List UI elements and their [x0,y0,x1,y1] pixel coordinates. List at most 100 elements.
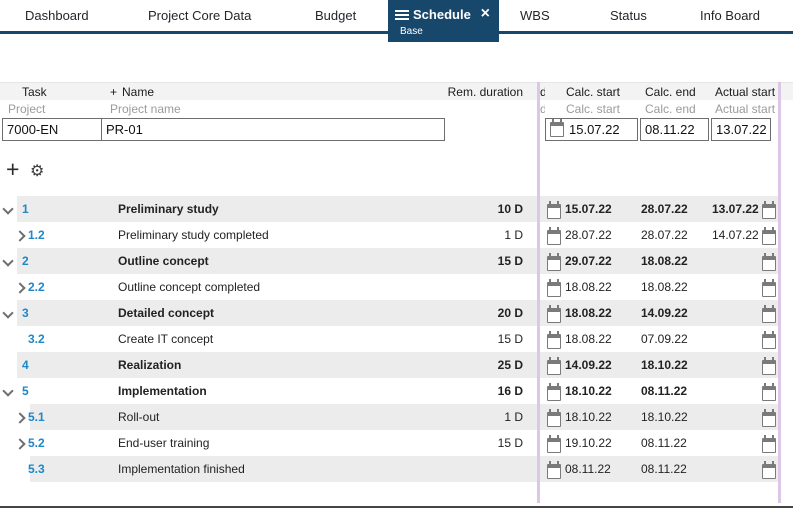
expander-icon[interactable] [14,412,26,424]
calendar-icon[interactable] [762,331,776,349]
task-calc-end: 28.07.22 [641,228,688,242]
calendar-icon[interactable] [762,253,776,271]
column-header-row: Task + Name Rem. duration d Calc. start … [0,82,793,101]
task-number: 5.1 [28,410,45,424]
column-clipped: d [540,85,545,99]
task-calc-start: 15.07.22 [565,202,612,216]
project-name-input[interactable]: PR-01 [101,118,445,141]
column-calc-end[interactable]: Calc. end [645,85,696,99]
task-row[interactable]: 3.2 Create IT concept 15 D 18.08.22 07.0… [0,326,793,352]
task-number: 5.2 [28,436,45,450]
calendar-icon[interactable] [547,409,561,427]
column-calc-start[interactable]: Calc. start [566,85,621,99]
calendar-icon[interactable] [762,435,776,453]
task-name: Realization [118,358,182,372]
task-row[interactable]: 1 Preliminary study 10 D 15.07.22 28.07.… [0,196,793,222]
subheader-calc-start: Calc. start [566,102,621,116]
column-task[interactable]: Task [22,85,47,99]
task-name: Implementation finished [118,462,245,476]
task-calc-end: 08.11.22 [641,384,688,398]
task-calc-start: 08.11.22 [565,462,611,476]
close-icon[interactable]: × [480,5,490,22]
calendar-icon[interactable] [762,409,776,427]
column-name[interactable]: Name [122,85,155,99]
settings-gear-icon[interactable]: ⚙ [30,163,45,180]
calendar-icon[interactable] [762,383,776,401]
task-row[interactable]: 5.2 End-user training 15 D 19.10.22 08.1… [0,430,793,456]
pane-splitter-right[interactable] [778,82,781,503]
calendar-icon[interactable] [547,253,561,271]
task-actual-start: 14.07.22 [712,228,759,242]
tab-status[interactable]: Status [610,8,647,23]
project-calc-end-input[interactable]: 08.11.22 [640,118,709,141]
calendar-icon[interactable] [762,357,776,375]
calendar-icon[interactable] [547,227,561,245]
tab-dashboard[interactable]: Dashboard [25,8,89,23]
expander-icon[interactable] [2,203,14,215]
task-row[interactable]: 1.2 Preliminary study completed 1 D 28.0… [0,222,793,248]
row-stripe [17,248,779,274]
task-rem-duration: 16 D [497,384,523,398]
calendar-icon[interactable] [762,305,776,323]
task-number: 3.2 [28,332,45,346]
task-row[interactable]: 2.2 Outline concept completed 18.08.22 1… [0,274,793,300]
task-row[interactable]: 3 Detailed concept 20 D 18.08.22 14.09.2… [0,300,793,326]
calendar-icon[interactable] [547,331,561,349]
project-task-input[interactable]: 7000-EN [2,118,104,141]
task-row[interactable]: 5.1 Roll-out 1 D 18.10.22 18.10.22 [0,404,793,430]
calendar-icon[interactable] [762,201,776,219]
task-calc-end: 28.07.22 [641,202,688,216]
expander-icon[interactable] [14,230,26,242]
task-name: Outline concept [118,254,209,268]
calendar-icon[interactable] [762,279,776,297]
task-rem-duration: 1 D [504,228,523,242]
calendar-icon[interactable] [762,461,776,479]
expander-icon[interactable] [2,255,14,267]
task-name: Create IT concept [118,332,214,346]
tab-wbs[interactable]: WBS [520,8,550,23]
calendar-icon[interactable] [547,279,561,297]
tab-project-core-data[interactable]: Project Core Data [148,8,252,23]
expander-icon[interactable] [2,307,14,319]
calendar-icon[interactable] [547,461,561,479]
tab-info-board[interactable]: Info Board [700,8,760,23]
calendar-icon[interactable] [550,119,564,138]
task-row[interactable]: 5.3 Implementation finished 08.11.22 08.… [0,456,793,482]
task-rem-duration: 15 D [497,332,523,346]
pane-splitter-left[interactable] [537,82,540,503]
task-row[interactable]: 2 Outline concept 15 D 29.07.22 18.08.22 [0,248,793,274]
add-task-button[interactable]: + [6,156,20,182]
expander-icon[interactable] [2,385,14,397]
task-calc-start: 18.10.22 [565,410,612,424]
calendar-icon[interactable] [547,357,561,375]
tab-budget[interactable]: Budget [315,8,357,23]
expander-icon[interactable] [14,282,26,294]
menu-icon[interactable] [395,10,409,21]
task-calc-end: 07.09.22 [641,332,688,346]
task-name: Preliminary study [118,202,219,216]
calendar-icon[interactable] [547,201,561,219]
task-calc-end: 08.11.22 [641,462,687,476]
expander-icon[interactable] [14,438,26,450]
task-row[interactable]: 5 Implementation 16 D 18.10.22 08.11.22 [0,378,793,404]
task-row[interactable]: 4 Realization 25 D 14.09.22 18.10.22 [0,352,793,378]
calendar-icon[interactable] [547,305,561,323]
calendar-icon[interactable] [762,227,776,245]
row-stripe [17,352,779,378]
task-number: 2 [22,254,29,268]
tab-schedule-active[interactable]: Schedule × Base [388,0,499,42]
task-name: Roll-out [118,410,160,424]
task-actual-start: 13.07.22 [712,202,759,216]
row-stripe [17,300,779,326]
project-calc-start-input[interactable]: 15.07.22 [545,118,638,141]
project-actual-start-input[interactable]: 13.07.22 [711,118,771,141]
column-rem-duration[interactable]: Rem. duration [447,85,523,99]
subheader-name: Project name [110,102,181,116]
add-column-icon[interactable]: + [110,85,118,99]
calendar-icon[interactable] [547,383,561,401]
task-name: Implementation [118,384,207,398]
column-actual-start[interactable]: Actual start [715,85,776,99]
calendar-icon[interactable] [547,435,561,453]
task-rem-duration: 10 D [497,202,523,216]
row-stripe [30,404,779,430]
